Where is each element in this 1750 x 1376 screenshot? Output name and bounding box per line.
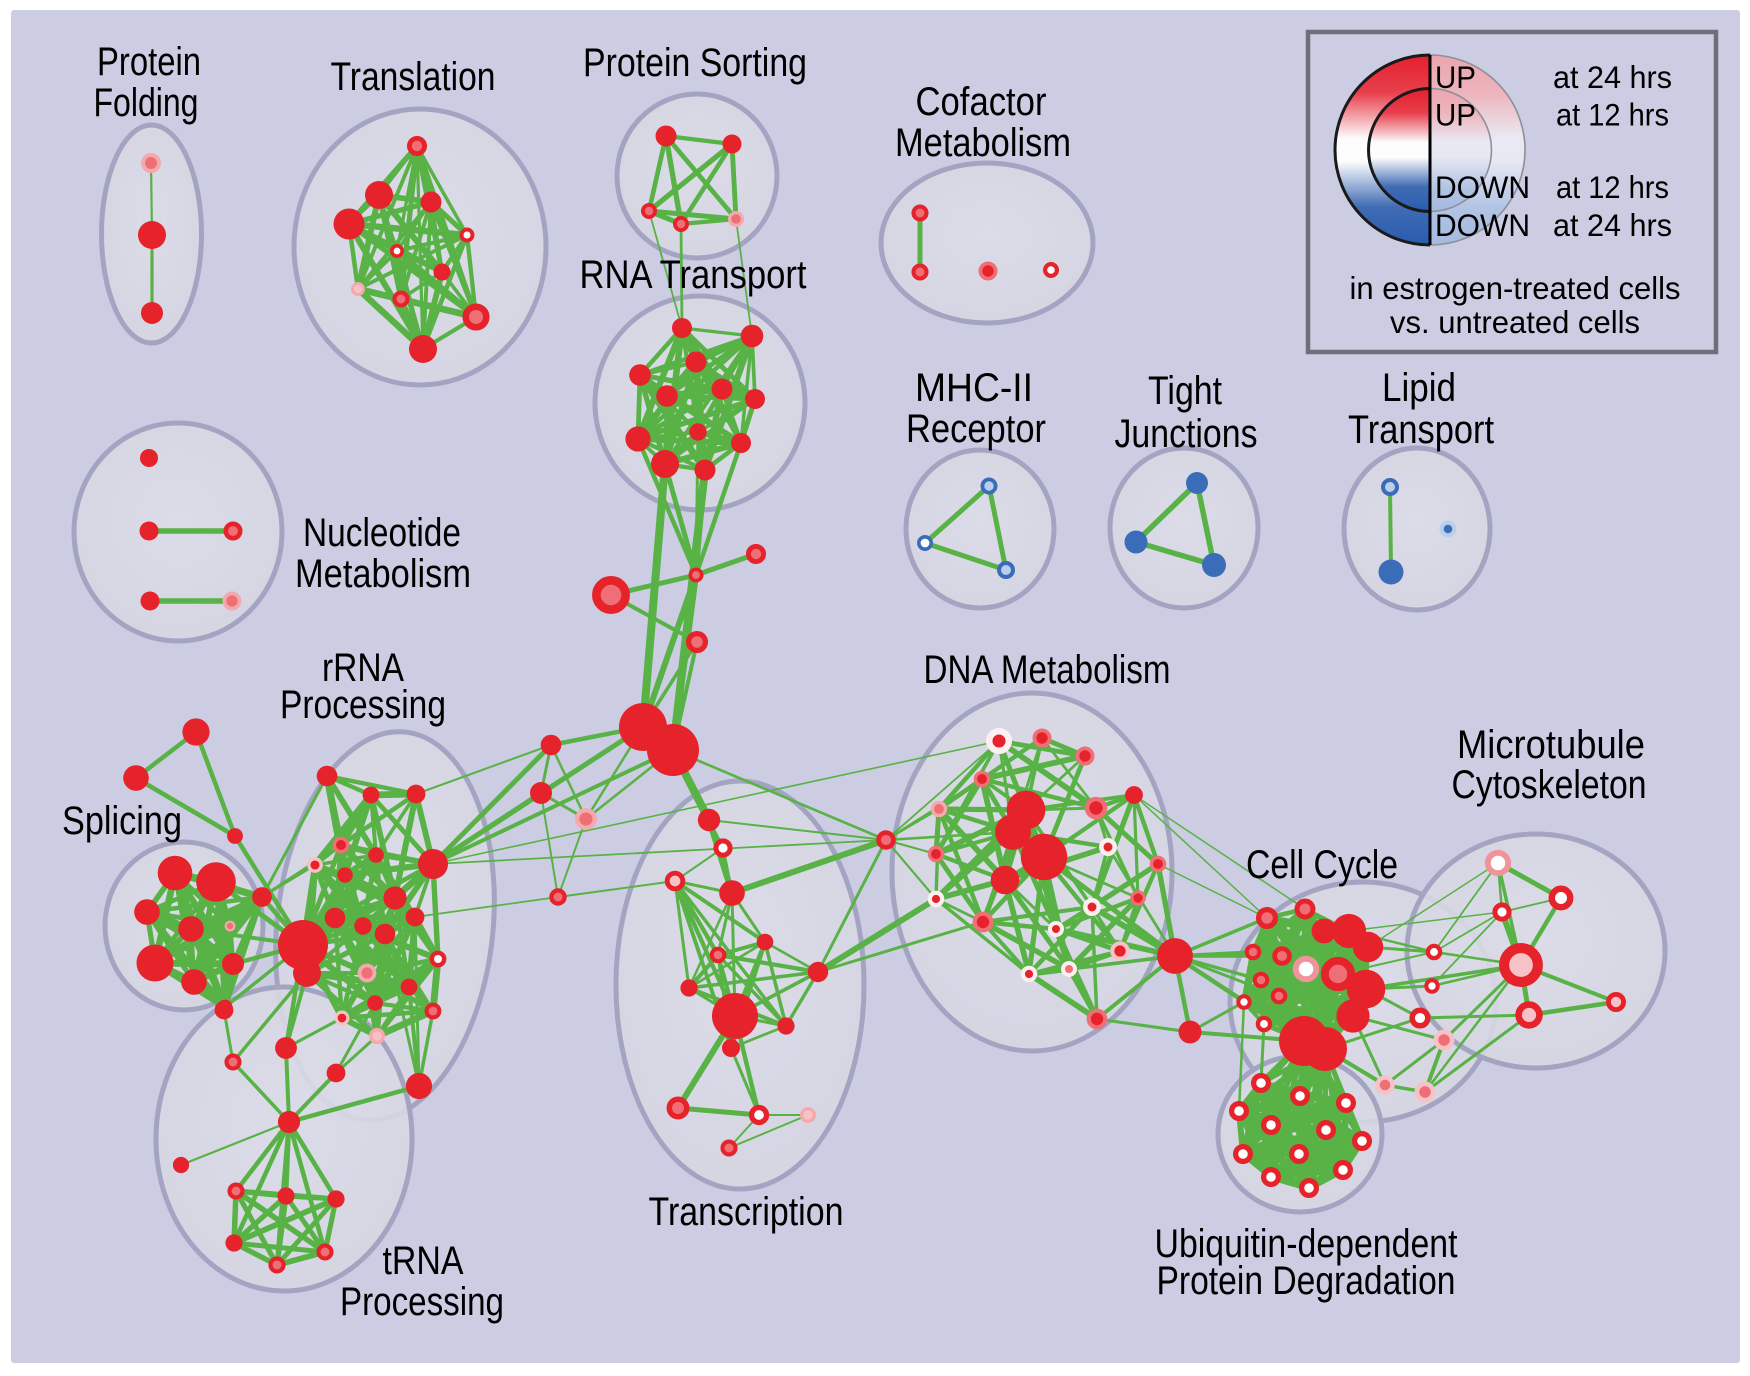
svg-text:Transcription: Transcription bbox=[649, 1190, 844, 1234]
svg-text:Protein Degradation: Protein Degradation bbox=[1157, 1259, 1456, 1303]
svg-text:MHC-II: MHC-II bbox=[915, 366, 1033, 410]
svg-text:Cofactor: Cofactor bbox=[916, 80, 1047, 124]
svg-text:rRNA: rRNA bbox=[322, 646, 404, 690]
svg-text:Nucleotide: Nucleotide bbox=[303, 511, 461, 555]
svg-text:Cell Cycle: Cell Cycle bbox=[1246, 843, 1398, 887]
svg-text:Splicing: Splicing bbox=[62, 799, 182, 843]
svg-text:at 12 hrs: at 12 hrs bbox=[1556, 169, 1669, 205]
svg-text:vs. untreated cells: vs. untreated cells bbox=[1390, 304, 1640, 340]
svg-text:Processing: Processing bbox=[280, 683, 446, 727]
svg-text:Microtubule: Microtubule bbox=[1457, 723, 1645, 767]
svg-text:Tight: Tight bbox=[1148, 369, 1222, 413]
svg-text:Protein Sorting: Protein Sorting bbox=[583, 41, 807, 85]
svg-text:Junctions: Junctions bbox=[1115, 412, 1258, 456]
svg-text:Folding: Folding bbox=[94, 81, 199, 125]
svg-text:DNA Metabolism: DNA Metabolism bbox=[924, 648, 1171, 692]
svg-text:UP: UP bbox=[1435, 59, 1476, 95]
svg-text:at 24 hrs: at 24 hrs bbox=[1553, 207, 1672, 243]
svg-text:tRNA: tRNA bbox=[383, 1239, 464, 1283]
svg-text:UP: UP bbox=[1435, 97, 1476, 133]
svg-text:Metabolism: Metabolism bbox=[295, 552, 471, 596]
svg-text:Lipid: Lipid bbox=[1382, 366, 1456, 410]
svg-text:Ubiquitin-dependent: Ubiquitin-dependent bbox=[1155, 1222, 1458, 1266]
svg-text:Receptor: Receptor bbox=[906, 407, 1046, 451]
svg-text:RNA Transport: RNA Transport bbox=[580, 253, 807, 297]
svg-text:DOWN: DOWN bbox=[1435, 169, 1530, 205]
svg-text:Processing: Processing bbox=[340, 1280, 504, 1324]
svg-text:Cytoskeleton: Cytoskeleton bbox=[1452, 763, 1647, 807]
svg-text:Metabolism: Metabolism bbox=[895, 121, 1071, 165]
svg-text:at 24 hrs: at 24 hrs bbox=[1553, 59, 1672, 95]
svg-text:in estrogen-treated cells: in estrogen-treated cells bbox=[1350, 270, 1681, 306]
svg-text:Transport: Transport bbox=[1348, 408, 1494, 452]
svg-text:Translation: Translation bbox=[331, 55, 496, 99]
svg-text:DOWN: DOWN bbox=[1435, 207, 1530, 243]
svg-text:at 12 hrs: at 12 hrs bbox=[1556, 97, 1669, 133]
svg-text:Protein: Protein bbox=[97, 40, 201, 84]
